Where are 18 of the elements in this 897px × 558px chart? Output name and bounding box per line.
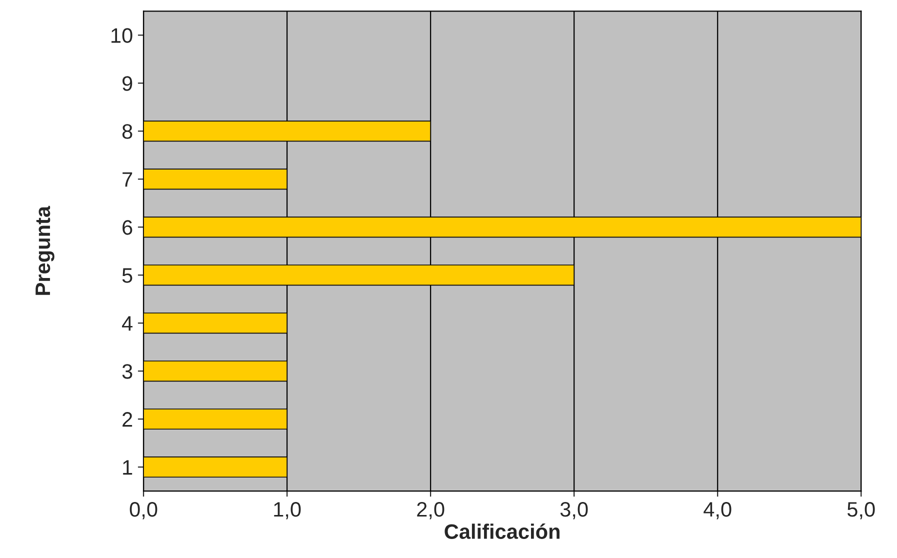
y-tick-label: 1 [123, 460, 132, 475]
y-tick-label: 5 [122, 268, 132, 283]
y-tick-label: 6 [122, 220, 132, 235]
x-tick-label: 4,0 [704, 502, 732, 520]
y-tick-label: 9 [122, 76, 132, 91]
x-axis-title: Calificación [444, 523, 560, 539]
x-tick-label: 3,0 [560, 502, 588, 520]
y-tick-label: 4 [122, 316, 132, 331]
x-tick-label: 2,0 [417, 502, 444, 520]
y-tick-label: 7 [122, 172, 132, 187]
y-axis-title: Pregunta [36, 206, 54, 295]
x-tick-label: 0,0 [130, 502, 158, 520]
x-tick-label: 1,0 [274, 502, 301, 520]
y-tick-label: 8 [122, 124, 132, 139]
y-tick-label: 10 [112, 28, 132, 43]
y-tick-label: 2 [122, 412, 132, 427]
x-tick-label: 5,0 [847, 502, 875, 520]
y-tick-label: 3 [122, 364, 132, 379]
